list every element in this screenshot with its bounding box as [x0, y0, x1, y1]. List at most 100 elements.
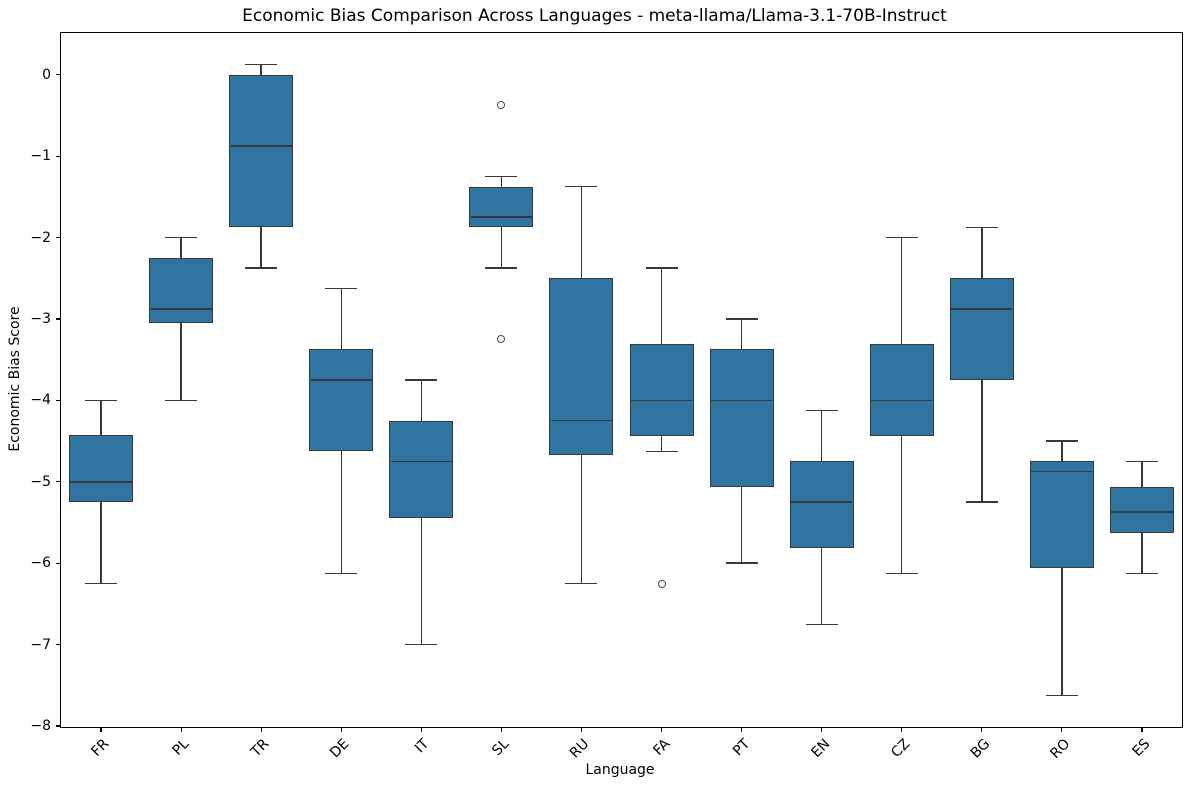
whisker-upper-FR: [100, 400, 102, 436]
whisker-upper-PL: [180, 237, 182, 258]
whisker-lower-PL: [180, 323, 182, 401]
y-axis-label: Economic Bias Score: [7, 306, 23, 452]
box-PT: [709, 349, 774, 487]
whisker-upper-IT: [420, 380, 422, 421]
y-tick-label: −1: [30, 148, 51, 165]
median-IT: [390, 460, 452, 463]
x-tick-mark: [1141, 727, 1143, 732]
chart-title: Economic Bias Comparison Across Language…: [242, 6, 947, 26]
x-tick-mark: [1061, 727, 1063, 732]
whisker-lower-CZ: [901, 436, 903, 574]
y-tick-label: −2: [30, 229, 51, 246]
x-tick-mark: [260, 727, 262, 732]
median-ES: [1111, 511, 1173, 514]
box-CZ: [869, 344, 934, 437]
x-tick-label-PL: PL: [169, 736, 193, 759]
cap-upper-SL: [485, 175, 518, 178]
box-DE: [309, 349, 374, 452]
whisker-upper-DE: [340, 288, 342, 350]
x-tick-label-BG: BG: [967, 736, 994, 762]
cap-lower-PL: [165, 399, 198, 402]
whisker-lower-FR: [100, 502, 102, 584]
y-tick-mark: [56, 74, 61, 76]
outlier-FA-0: [657, 579, 666, 588]
whisker-lower-FA: [660, 436, 663, 452]
cap-lower-EN: [805, 623, 838, 625]
box-ES: [1109, 486, 1174, 533]
median-BG: [951, 307, 1013, 310]
y-tick-mark: [56, 399, 61, 401]
cap-upper-RO: [1045, 440, 1078, 442]
cap-lower-SL: [485, 267, 518, 269]
x-tick-label-CZ: CZ: [888, 736, 914, 762]
cap-lower-CZ: [885, 572, 918, 575]
outlier-SL-0: [497, 101, 506, 110]
whisker-upper-SL: [500, 176, 503, 187]
whisker-upper-EN: [820, 410, 823, 462]
median-TR: [230, 145, 292, 147]
x-tick-label-SL: SL: [489, 736, 513, 760]
whisker-lower-RU: [580, 454, 583, 584]
cap-upper-BG: [965, 226, 998, 229]
median-PT: [711, 399, 773, 402]
x-tick-mark: [821, 727, 823, 732]
y-tick-mark: [56, 562, 61, 564]
cap-lower-FA: [645, 450, 678, 452]
cap-upper-CZ: [885, 236, 918, 239]
x-tick-label-DE: DE: [327, 736, 353, 762]
cap-upper-FR: [85, 399, 118, 402]
whisker-upper-PT: [740, 318, 743, 350]
box-PL: [149, 257, 214, 323]
x-tick-label-PT: PT: [729, 736, 753, 760]
whisker-upper-ES: [1141, 461, 1143, 487]
cap-upper-EN: [805, 409, 838, 412]
y-tick-mark: [56, 643, 61, 646]
outlier-SL-1: [497, 335, 506, 344]
y-tick-mark: [56, 481, 61, 483]
box-RO: [1029, 461, 1094, 569]
median-DE: [310, 379, 372, 381]
x-tick-mark: [901, 727, 903, 732]
plot-area: 0 −1 −2 −3 −4 −5 −6 −7 −8 FR PL TR DE IT SL RU FA PT EN CZ B…: [30, 32, 1183, 762]
box-EN: [789, 461, 854, 548]
median-FA: [630, 399, 693, 402]
x-tick-mark: [741, 727, 743, 732]
whisker-lower-PT: [740, 486, 743, 564]
cap-lower-TR: [245, 267, 278, 269]
cap-lower-FR: [85, 582, 118, 585]
y-tick-label: −7: [30, 636, 51, 653]
cap-upper-RU: [565, 185, 598, 188]
y-tick-label: −6: [30, 555, 51, 572]
cap-upper-IT: [405, 379, 438, 381]
x-tick-mark: [100, 727, 102, 732]
x-tick-label-ES: ES: [1129, 736, 1154, 760]
x-tick-label-RO: RO: [1047, 736, 1074, 762]
y-tick-mark: [56, 725, 61, 727]
cap-lower-PT: [725, 562, 758, 564]
x-tick-mark: [660, 727, 663, 732]
whisker-lower-ES: [1141, 532, 1143, 574]
box-TR: [229, 74, 294, 228]
cap-lower-ES: [1125, 572, 1158, 575]
cap-upper-DE: [325, 287, 358, 290]
whisker-lower-EN: [820, 547, 823, 625]
median-CZ: [871, 399, 933, 402]
x-tick-mark: [500, 727, 502, 732]
box-IT: [389, 420, 454, 518]
y-tick-label: 0: [42, 66, 51, 83]
whisker-upper-TR: [260, 64, 262, 75]
whisker-lower-TR: [260, 227, 262, 269]
whisker-upper-CZ: [901, 237, 903, 345]
whisker-upper-FA: [660, 268, 663, 345]
cap-upper-PL: [165, 236, 198, 239]
x-tick-mark: [340, 727, 342, 732]
y-tick-mark: [56, 236, 61, 239]
whisker-lower-IT: [420, 517, 422, 645]
x-tick-label-FR: FR: [88, 736, 113, 760]
box-BG: [949, 278, 1014, 380]
x-tick-mark: [180, 727, 182, 732]
box-RU: [549, 278, 614, 455]
cap-upper-PT: [725, 318, 758, 320]
y-tick-mark: [56, 155, 61, 157]
